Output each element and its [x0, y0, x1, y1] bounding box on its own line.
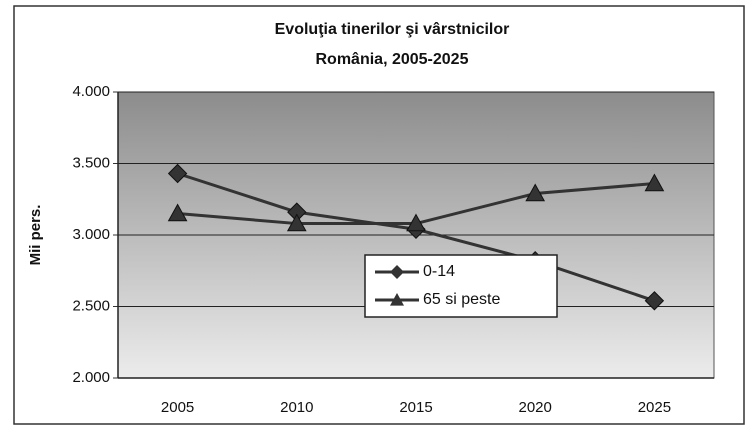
data-point: [644, 291, 665, 311]
y-tick-label: 4.000: [72, 83, 110, 100]
chart-subtitle: România, 2005-2025: [316, 51, 469, 68]
data-point: [286, 213, 307, 232]
data-point: [644, 173, 665, 192]
legend-marker: [390, 265, 404, 279]
x-tick-label: 2010: [280, 399, 313, 416]
legend-label: 0-14: [423, 263, 455, 280]
data-point: [525, 183, 546, 202]
x-tick-label: 2015: [399, 399, 432, 416]
legend-label: 65 si peste: [423, 291, 500, 308]
x-tick-label: 2005: [161, 399, 194, 416]
y-tick-label: 3.000: [72, 226, 110, 243]
data-point: [167, 203, 188, 222]
chart-title: Evoluţia tinerilor şi vârstnicilor: [275, 21, 510, 38]
legend-marker: [390, 293, 404, 306]
y-tick-label: 2.000: [72, 369, 110, 386]
y-axis-label: Mii pers.: [27, 205, 44, 266]
data-point: [406, 213, 426, 232]
x-tick-label: 2020: [519, 399, 552, 416]
data-point: [167, 163, 188, 184]
y-tick-label: 3.500: [72, 154, 110, 171]
x-tick-label: 2025: [638, 399, 671, 416]
y-tick-label: 2.500: [72, 297, 110, 314]
